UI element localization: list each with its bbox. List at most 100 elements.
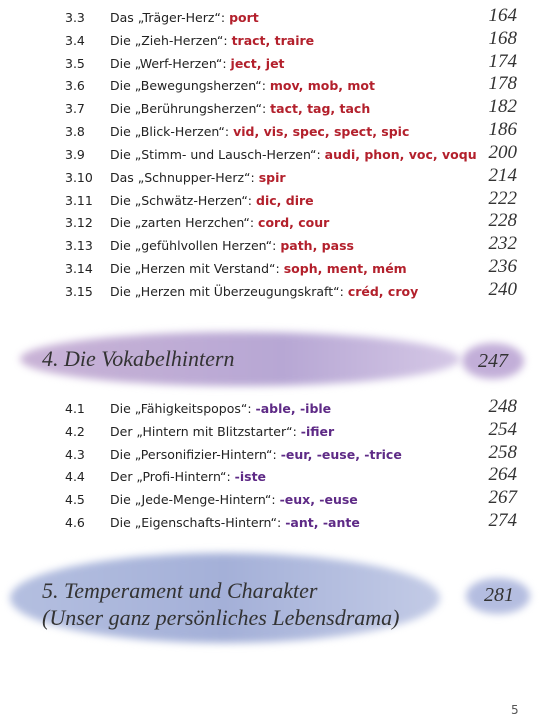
entry-number: 3.9 [65, 146, 85, 162]
entry-keywords: tact, tag, tach [270, 101, 371, 117]
toc-entry: 3.9 Die „Stimm- und Lausch-Herzen“: audi,… [0, 141, 539, 166]
entry-title: Der „Profi-Hintern“: -iste [110, 469, 266, 484]
entry-label: Die „Herzen mit Überzeugungskraft“: [110, 283, 344, 299]
entry-number: 4.1 [65, 401, 85, 416]
entry-number: 3.12 [65, 215, 93, 231]
entry-label: Der „Profi-Hintern“: [110, 469, 231, 485]
entry-number: 3.15 [65, 283, 93, 299]
entry-page: 264 [488, 464, 518, 486]
entry-title: Die „zarten Herzchen“: cord, cour [110, 215, 329, 230]
entry-number: 3.6 [65, 78, 85, 94]
page-banner [466, 578, 530, 614]
entry-label: Die „Werf-Herzen“: [110, 55, 227, 71]
entry-label: Das „Träger-Herz“: [110, 10, 226, 25]
entry-keywords: -iste [234, 469, 267, 485]
entry-label: Die „gefühlvollen Herzen“: [110, 238, 277, 254]
page-number: 5 [511, 703, 519, 717]
entry-keywords: vid, vis, spec, spect, spic [233, 124, 410, 140]
toc-entry: 3.15 Die „Herzen mit Überzeugungskraft“: … [0, 278, 539, 303]
toc-entry: 3.11 Die „Schwätz-Herzen“: dic, dire 222 [0, 187, 539, 212]
entry-label: Der „Hintern mit Blitzstarter“: [110, 423, 297, 439]
entry-page: 164 [488, 5, 518, 26]
entry-page: 186 [488, 119, 518, 141]
entry-number: 3.5 [65, 55, 85, 71]
section-page: 281 [484, 584, 514, 606]
section-page: 247 [478, 350, 508, 372]
entry-title: Die „gefühlvollen Herzen“: path, pass [110, 238, 354, 253]
entry-label: Die „Schwätz-Herzen“: [110, 192, 253, 208]
entry-keywords: ject, jet [230, 55, 285, 71]
entry-number: 3.14 [65, 261, 93, 277]
toc-entry: 3.12 Die „zarten Herzchen“: cord, cour 228 [0, 210, 539, 234]
entry-page: 174 [488, 50, 518, 72]
toc-entry: 4.6 Die „Eigenschafts-Hintern“: -ant, -an… [0, 510, 539, 534]
toc-entry: 4.4 Der „Profi-Hintern“: -iste 264 [0, 464, 539, 488]
entry-keywords: -ifier [300, 423, 335, 439]
section-banner [20, 332, 460, 386]
entry-number: 3.10 [65, 169, 93, 185]
entry-label: Die „Personifizier-Hintern“: [110, 446, 277, 462]
entry-label: Das „Schnupper-Herz“: [110, 169, 255, 185]
section-title: 5. Temperament und Charakter [42, 578, 318, 603]
entry-number: 3.8 [65, 124, 85, 140]
entry-title: Die „Blick-Herzen“: vid, vis, spec, spec… [110, 124, 409, 139]
entry-title: Die „Stimm- und Lausch-Herzen“: audi, ph… [110, 147, 477, 162]
toc-entry: 4.2 Der „Hintern mit Blitzstarter“: -ifie… [0, 418, 539, 443]
entry-page: 178 [488, 73, 518, 95]
entry-page: 267 [488, 487, 518, 509]
entry-label: Die „Bewegungsherzen“: [110, 78, 266, 94]
entry-page: 228 [488, 210, 518, 232]
entry-title: Das „Schnupper-Herz“: spir [110, 170, 286, 185]
section-banner [10, 553, 440, 643]
entry-page: 236 [488, 256, 518, 278]
entry-page: 168 [488, 27, 518, 49]
entry-number: 4.3 [65, 446, 85, 462]
entry-page: 222 [488, 187, 518, 209]
entry-page: 240 [488, 278, 518, 300]
entry-label: Die „Blick-Herzen“: [110, 124, 230, 140]
entry-label: Die „zarten Herzchen“: [110, 215, 255, 231]
entry-number: 4.5 [65, 492, 85, 508]
entry-title: Die „Schwätz-Herzen“: dic, dire [110, 193, 314, 208]
toc-entry: 3.8 Die „Blick-Herzen“: vid, vis, spec, s… [0, 119, 539, 143]
entry-page: 274 [488, 510, 518, 532]
entry-title: Die „Personifizier-Hintern“: -eur, -euse… [110, 447, 402, 462]
entry-number: 4.6 [65, 515, 85, 531]
toc-entry: 3.10 Das „Schnupper-Herz“: spir 214 [0, 165, 539, 189]
entry-page: 248 [488, 396, 518, 417]
entry-page: 254 [488, 418, 518, 440]
section-title: 4. Die Vokabelhintern [42, 346, 235, 371]
entry-page: 258 [488, 441, 518, 463]
toc-entry: 3.3 Das „Träger-Herz“: port 164 [0, 5, 539, 29]
entry-title: Der „Hintern mit Blitzstarter“: -ifier [110, 424, 334, 439]
entry-number: 3.13 [65, 238, 93, 254]
entry-title: Die „Herzen mit Überzeugungskraft“: créd… [110, 284, 418, 299]
entry-label: Die „Stimm- und Lausch-Herzen“: [110, 146, 321, 162]
entry-keywords: audi, phon, voc, voqu [324, 146, 477, 162]
entry-number: 4.4 [65, 469, 85, 485]
entry-keywords: path, pass [280, 238, 354, 254]
entry-title: Die „Zieh-Herzen“: tract, traire [110, 33, 314, 48]
entry-title: Die „Fähigkeitspopos“: -able, -ible [110, 401, 331, 416]
entry-page: 200 [488, 141, 518, 163]
entry-label: Die „Berührungsherzen“: [110, 101, 267, 117]
entry-page: 232 [488, 233, 518, 255]
entry-keywords: dic, dire [256, 192, 314, 208]
entry-keywords: cord, cour [258, 215, 330, 231]
toc-entry: 3.7 Die „Berührungsherzen“: tact, tag, ta… [0, 96, 539, 120]
toc-entry: 4.5 Die „Jede-Menge-Hintern“: -eux, -euse… [0, 487, 539, 511]
toc-entry: 3.13 Die „gefühlvollen Herzen“: path, pas… [0, 233, 539, 257]
entry-number: 3.4 [65, 32, 85, 48]
entry-keywords: port [229, 10, 259, 25]
entry-title: Die „Herzen mit Verstand“: soph, ment, m… [110, 261, 407, 276]
entry-title: Die „Bewegungsherzen“: mov, mob, mot [110, 78, 375, 93]
entry-number: 4.2 [65, 423, 85, 439]
entry-keywords: -eur, -euse, -trice [280, 446, 402, 462]
entry-title: Die „Berührungsherzen“: tact, tag, tach [110, 101, 370, 116]
entry-label: Die „Fähigkeitspopos“: [110, 401, 252, 416]
entry-keywords: -able, -ible [255, 401, 332, 416]
entry-label: Die „Herzen mit Verstand“: [110, 261, 280, 277]
entry-number: 3.3 [65, 10, 85, 25]
toc-entry: 3.4 Die „Zieh-Herzen“: tract, traire 168 [0, 27, 539, 52]
